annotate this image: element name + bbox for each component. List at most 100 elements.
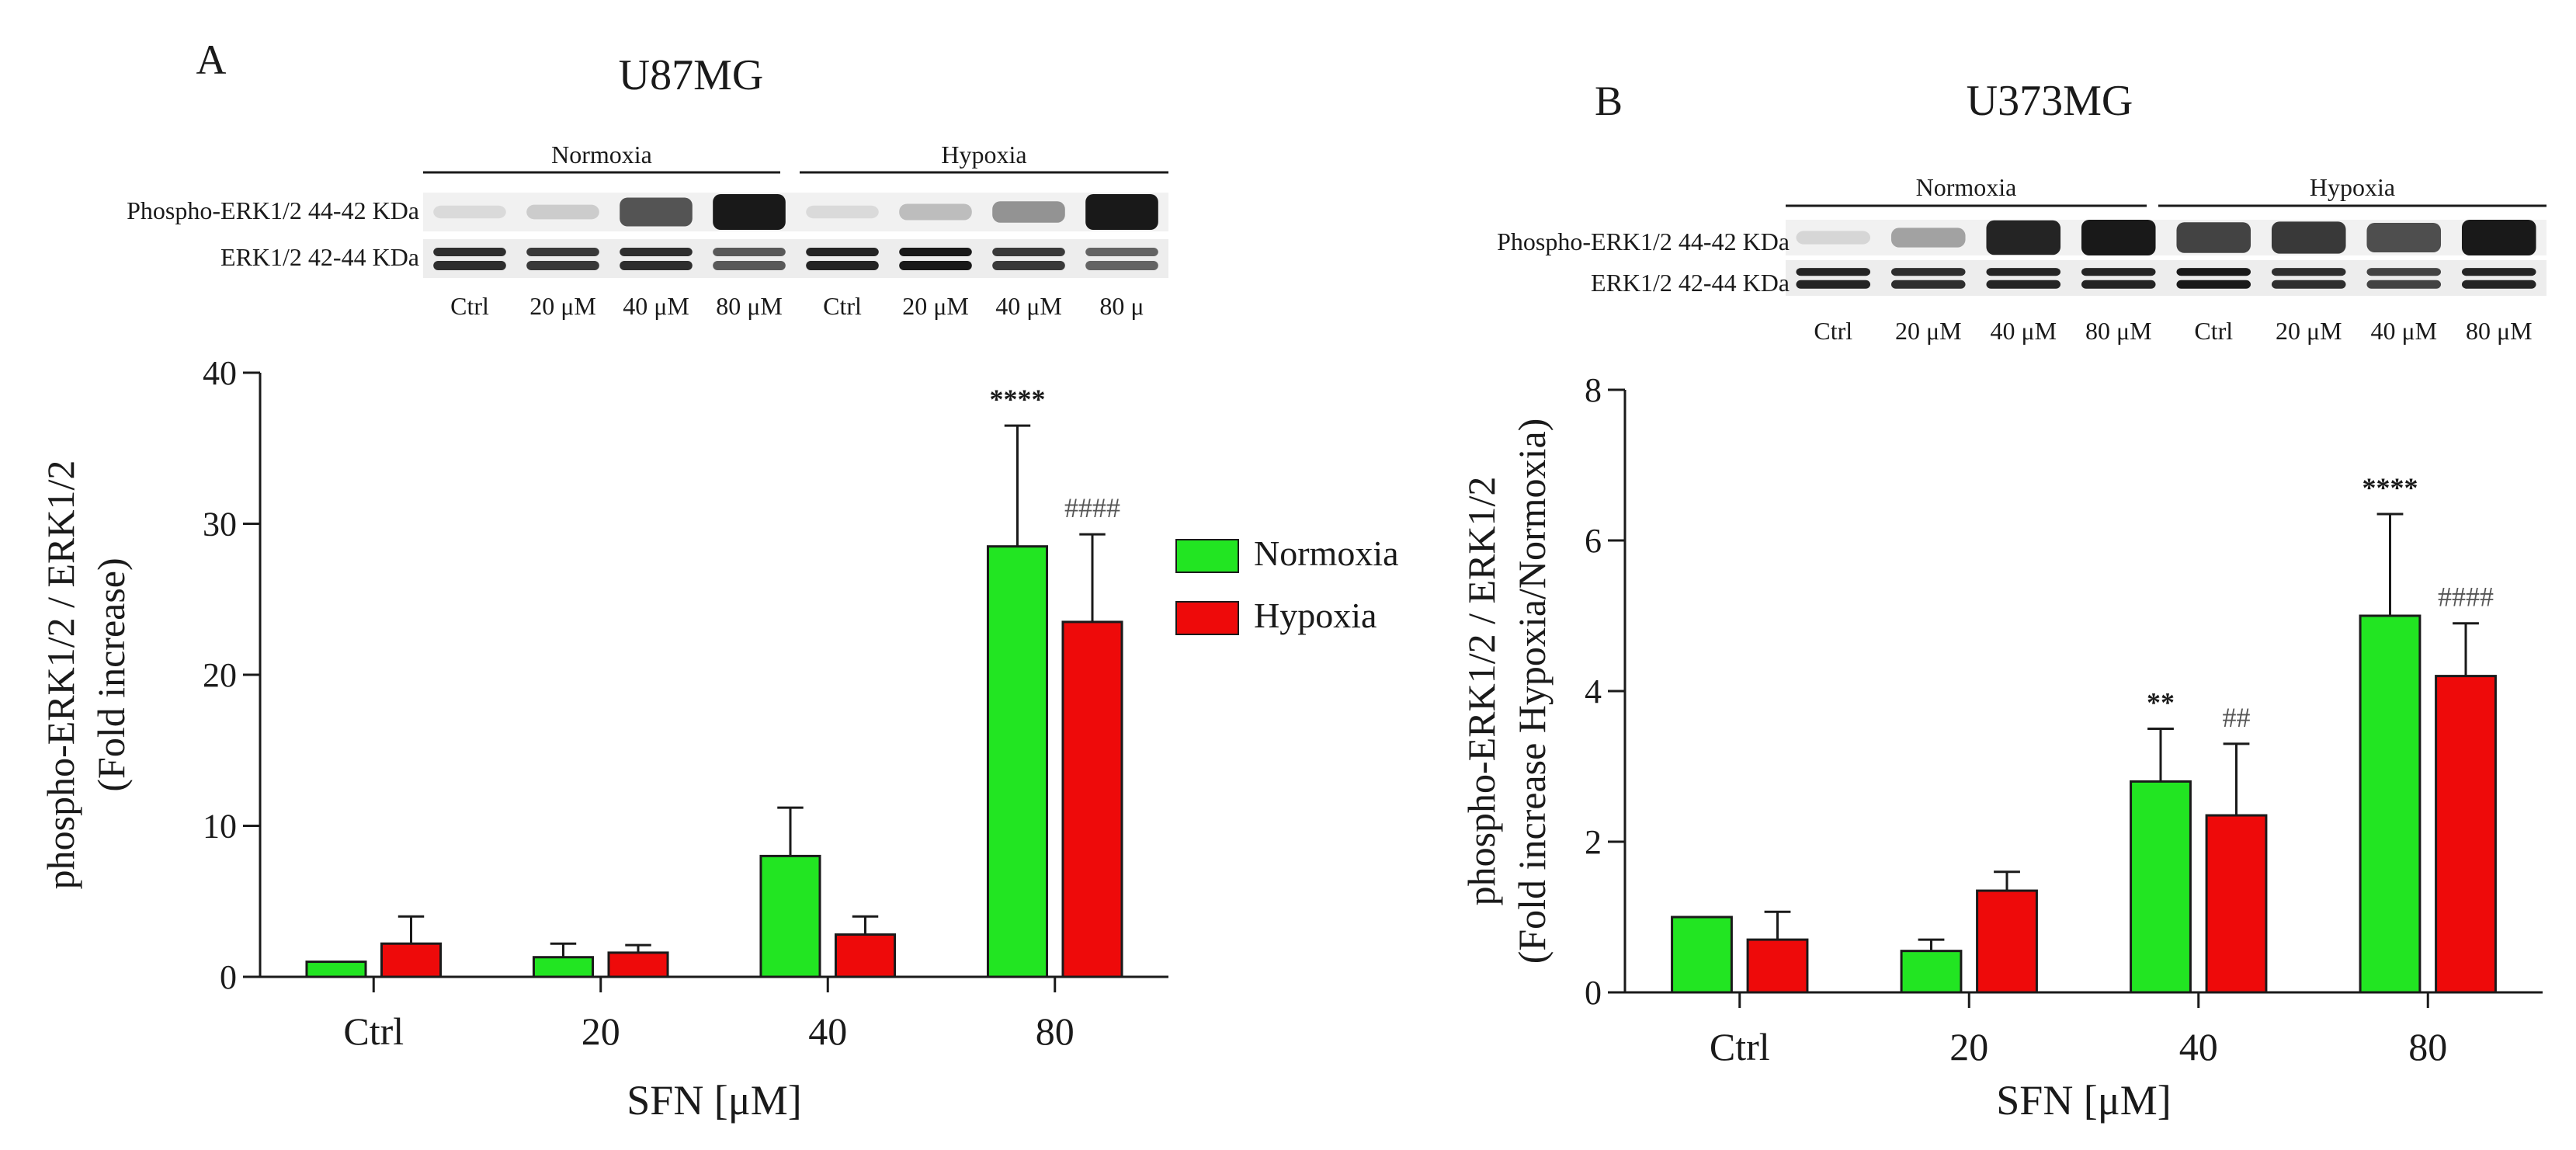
blot-band-phospho (1986, 220, 2061, 255)
y-axis-label-2: (Fold increase Hypoxia/Normoxia) (1510, 419, 1554, 964)
legend-swatch-hypoxia (1175, 601, 1239, 635)
blot-band-total (2366, 268, 2442, 276)
blot-band-total (1796, 268, 1871, 276)
bar-hypoxia (834, 933, 897, 978)
blot-band-total (2176, 280, 2251, 289)
blot-band-total (1085, 261, 1158, 270)
bar-normoxia (1900, 950, 1963, 994)
y-tick-label: 0 (1585, 974, 1602, 1012)
blot-band-total (620, 261, 693, 270)
blot-band-phospho (992, 201, 1065, 223)
blot-lane-label: 80 μM (2466, 317, 2533, 345)
y-axis-label: phospho-ERK1/2 / ERK1/2 (39, 460, 82, 890)
blot-band-total (526, 248, 599, 256)
y-tick-label: 30 (203, 506, 237, 544)
blot-band-total (1796, 280, 1871, 289)
blot-band-total (992, 261, 1065, 270)
blot-lane-label: 20 μM (1895, 317, 1962, 345)
blot-group-label: Hypoxia (2310, 173, 2395, 201)
significance-label: #### (2438, 582, 2494, 613)
blot-band-total (1085, 248, 1158, 256)
y-tick-label: 2 (1585, 823, 1602, 861)
blot-lane-label: 40 μM (995, 292, 1062, 320)
bar-hypoxia (2435, 675, 2497, 994)
blot-lane-label: 20 μM (902, 292, 969, 320)
y-tick-label: 20 (203, 656, 237, 694)
chart-panel-b: B U373MG Normoxia Hypoxia Phospho-ERK1/2 44-… (1460, 77, 2546, 1124)
blot-band-total (433, 248, 506, 256)
blot-band-total (2461, 268, 2536, 276)
y-axis-label: phospho-ERK1/2 / ERK1/2 (1460, 477, 1503, 906)
blot-band-total (899, 248, 972, 256)
blot-band-phospho (433, 205, 506, 219)
blot-band-total (1986, 268, 2061, 276)
blot-band-total (2176, 268, 2251, 276)
blot-lane-label: 80 μM (716, 292, 783, 320)
bar-hypoxia (2205, 814, 2268, 994)
blot-row-label: Phospho-ERK1/2 44-42 KDa (127, 196, 419, 224)
legend-label: Hypoxia (1254, 596, 1377, 635)
panel-title: U373MG (1967, 77, 2133, 125)
blot-band-phospho (806, 205, 879, 219)
x-tick-label: 20 (582, 1009, 620, 1053)
blot-lane-label: Ctrl (450, 292, 489, 320)
blot-band-total (1890, 280, 1966, 289)
blot-band-total (992, 248, 1065, 256)
x-tick-label: Ctrl (343, 1009, 404, 1053)
blot-band-total (713, 261, 786, 270)
blot-band-phospho (2461, 220, 2536, 255)
panel-label: A (196, 36, 227, 83)
blot-band-phospho (1085, 194, 1158, 230)
blot-band-total (1890, 268, 1966, 276)
blot-band-total (433, 261, 506, 270)
blot-lane-label: 80 μM (2085, 317, 2152, 345)
y-tick-label: 40 (203, 354, 237, 392)
blot-band-total (2271, 280, 2346, 289)
significance-label: **** (989, 384, 1045, 415)
bar-hypoxia (1976, 889, 2038, 994)
bar-hypoxia (1061, 620, 1123, 978)
blot-group-label: Normoxia (551, 141, 652, 169)
significance-label: **** (2362, 472, 2418, 503)
bar-normoxia (532, 956, 595, 978)
blot-row-label: ERK1/2 42-44 KDa (1591, 269, 1790, 297)
blot-strip-total (423, 239, 1168, 278)
blot-band-total (2271, 268, 2346, 276)
y-axis-label-2: (Fold increase) (89, 558, 133, 791)
blot-lane-label: 40 μM (2370, 317, 2437, 345)
blot-lane-label: Ctrl (2194, 317, 2233, 345)
blot-band-total (713, 248, 786, 256)
blot-strip-total (1786, 260, 2546, 296)
blot-lane-label: 40 μM (1990, 317, 2057, 345)
bar-normoxia (2130, 780, 2192, 994)
blot-band-total (806, 248, 879, 256)
x-tick-label: 80 (1036, 1009, 1074, 1053)
blot-band-total (2366, 280, 2442, 289)
blot-band-phospho (899, 203, 972, 221)
blot-lane-label: 20 μM (529, 292, 596, 320)
blot-band-total (2081, 268, 2156, 276)
panel-label: B (1595, 78, 1623, 124)
x-tick-label: 80 (2408, 1025, 2447, 1068)
significance-label: #### (1064, 492, 1120, 523)
bar-hypoxia (380, 942, 443, 978)
y-tick-label: 0 (220, 958, 237, 996)
blot-band-phospho (2366, 223, 2442, 252)
blot-lane-label: 80 μ (1099, 292, 1144, 320)
blot-band-phospho (1796, 231, 1871, 245)
x-tick-label: Ctrl (1710, 1025, 1770, 1068)
blot-band-total (1986, 280, 2061, 289)
blot-row-label: ERK1/2 42-44 KDa (220, 243, 419, 271)
blot-lane-label: 40 μM (623, 292, 689, 320)
panel-title: U87MG (619, 51, 764, 99)
blot-band-total (620, 248, 693, 256)
blot-band-total (2461, 280, 2536, 289)
blot-band-total (899, 261, 972, 270)
blot-band-phospho (2081, 220, 2156, 255)
x-tick-label: 20 (1949, 1025, 1988, 1068)
blot-band-total (2081, 280, 2156, 289)
blot-lane-label: 20 μM (2276, 317, 2342, 345)
blot-band-phospho (1890, 228, 1966, 248)
y-tick-label: 10 (203, 808, 237, 846)
